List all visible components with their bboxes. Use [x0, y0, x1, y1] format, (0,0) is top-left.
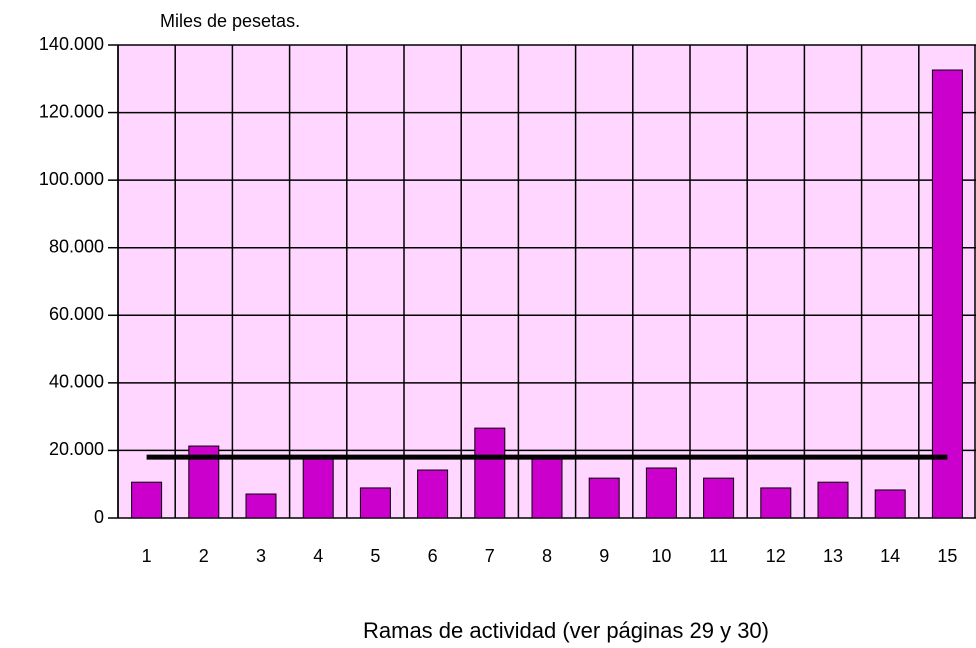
bar: [131, 481, 163, 519]
bar: [817, 481, 849, 519]
x-tick-label: 13: [823, 546, 843, 566]
x-tick-label: 5: [370, 546, 380, 566]
x-tick-label: 14: [880, 546, 900, 566]
x-tick-label: 9: [599, 546, 609, 566]
bar: [359, 487, 391, 519]
x-tick-label: 8: [542, 546, 552, 566]
x-tick-label: 7: [485, 546, 495, 566]
y-axis-label: Miles de pesetas.: [160, 11, 300, 31]
x-tick-label: 1: [142, 546, 152, 566]
bar: [760, 487, 792, 519]
bar: [417, 469, 449, 519]
bar: [302, 457, 334, 519]
bar: [874, 489, 906, 519]
x-tick-label: 3: [256, 546, 266, 566]
bar: [531, 457, 563, 519]
bar: [245, 493, 277, 519]
bar: [474, 427, 506, 519]
x-tick-label: 6: [428, 546, 438, 566]
x-tick-label: 12: [766, 546, 786, 566]
y-tick-label: 60.000: [49, 304, 104, 324]
y-tick-label: 0: [94, 507, 104, 527]
x-tick-label: 10: [651, 546, 671, 566]
bar: [645, 467, 677, 519]
x-tick-label: 2: [199, 546, 209, 566]
bar: [703, 477, 735, 519]
y-tick-label: 120.000: [39, 101, 104, 121]
x-tick-label: 11: [709, 546, 728, 566]
x-tick-label: 15: [937, 546, 957, 566]
y-tick-label: 100.000: [39, 169, 104, 189]
bar: [588, 477, 620, 519]
x-axis-label: Ramas de actividad (ver páginas 29 y 30): [363, 618, 769, 643]
y-tick-label: 140.000: [39, 34, 104, 54]
plot-area: [118, 45, 976, 518]
y-tick-label: 40.000: [49, 372, 104, 392]
y-tick-label: 80.000: [49, 236, 104, 256]
y-tick-label: 20.000: [49, 439, 104, 459]
x-tick-label: 4: [313, 546, 323, 566]
bar: [931, 69, 963, 519]
